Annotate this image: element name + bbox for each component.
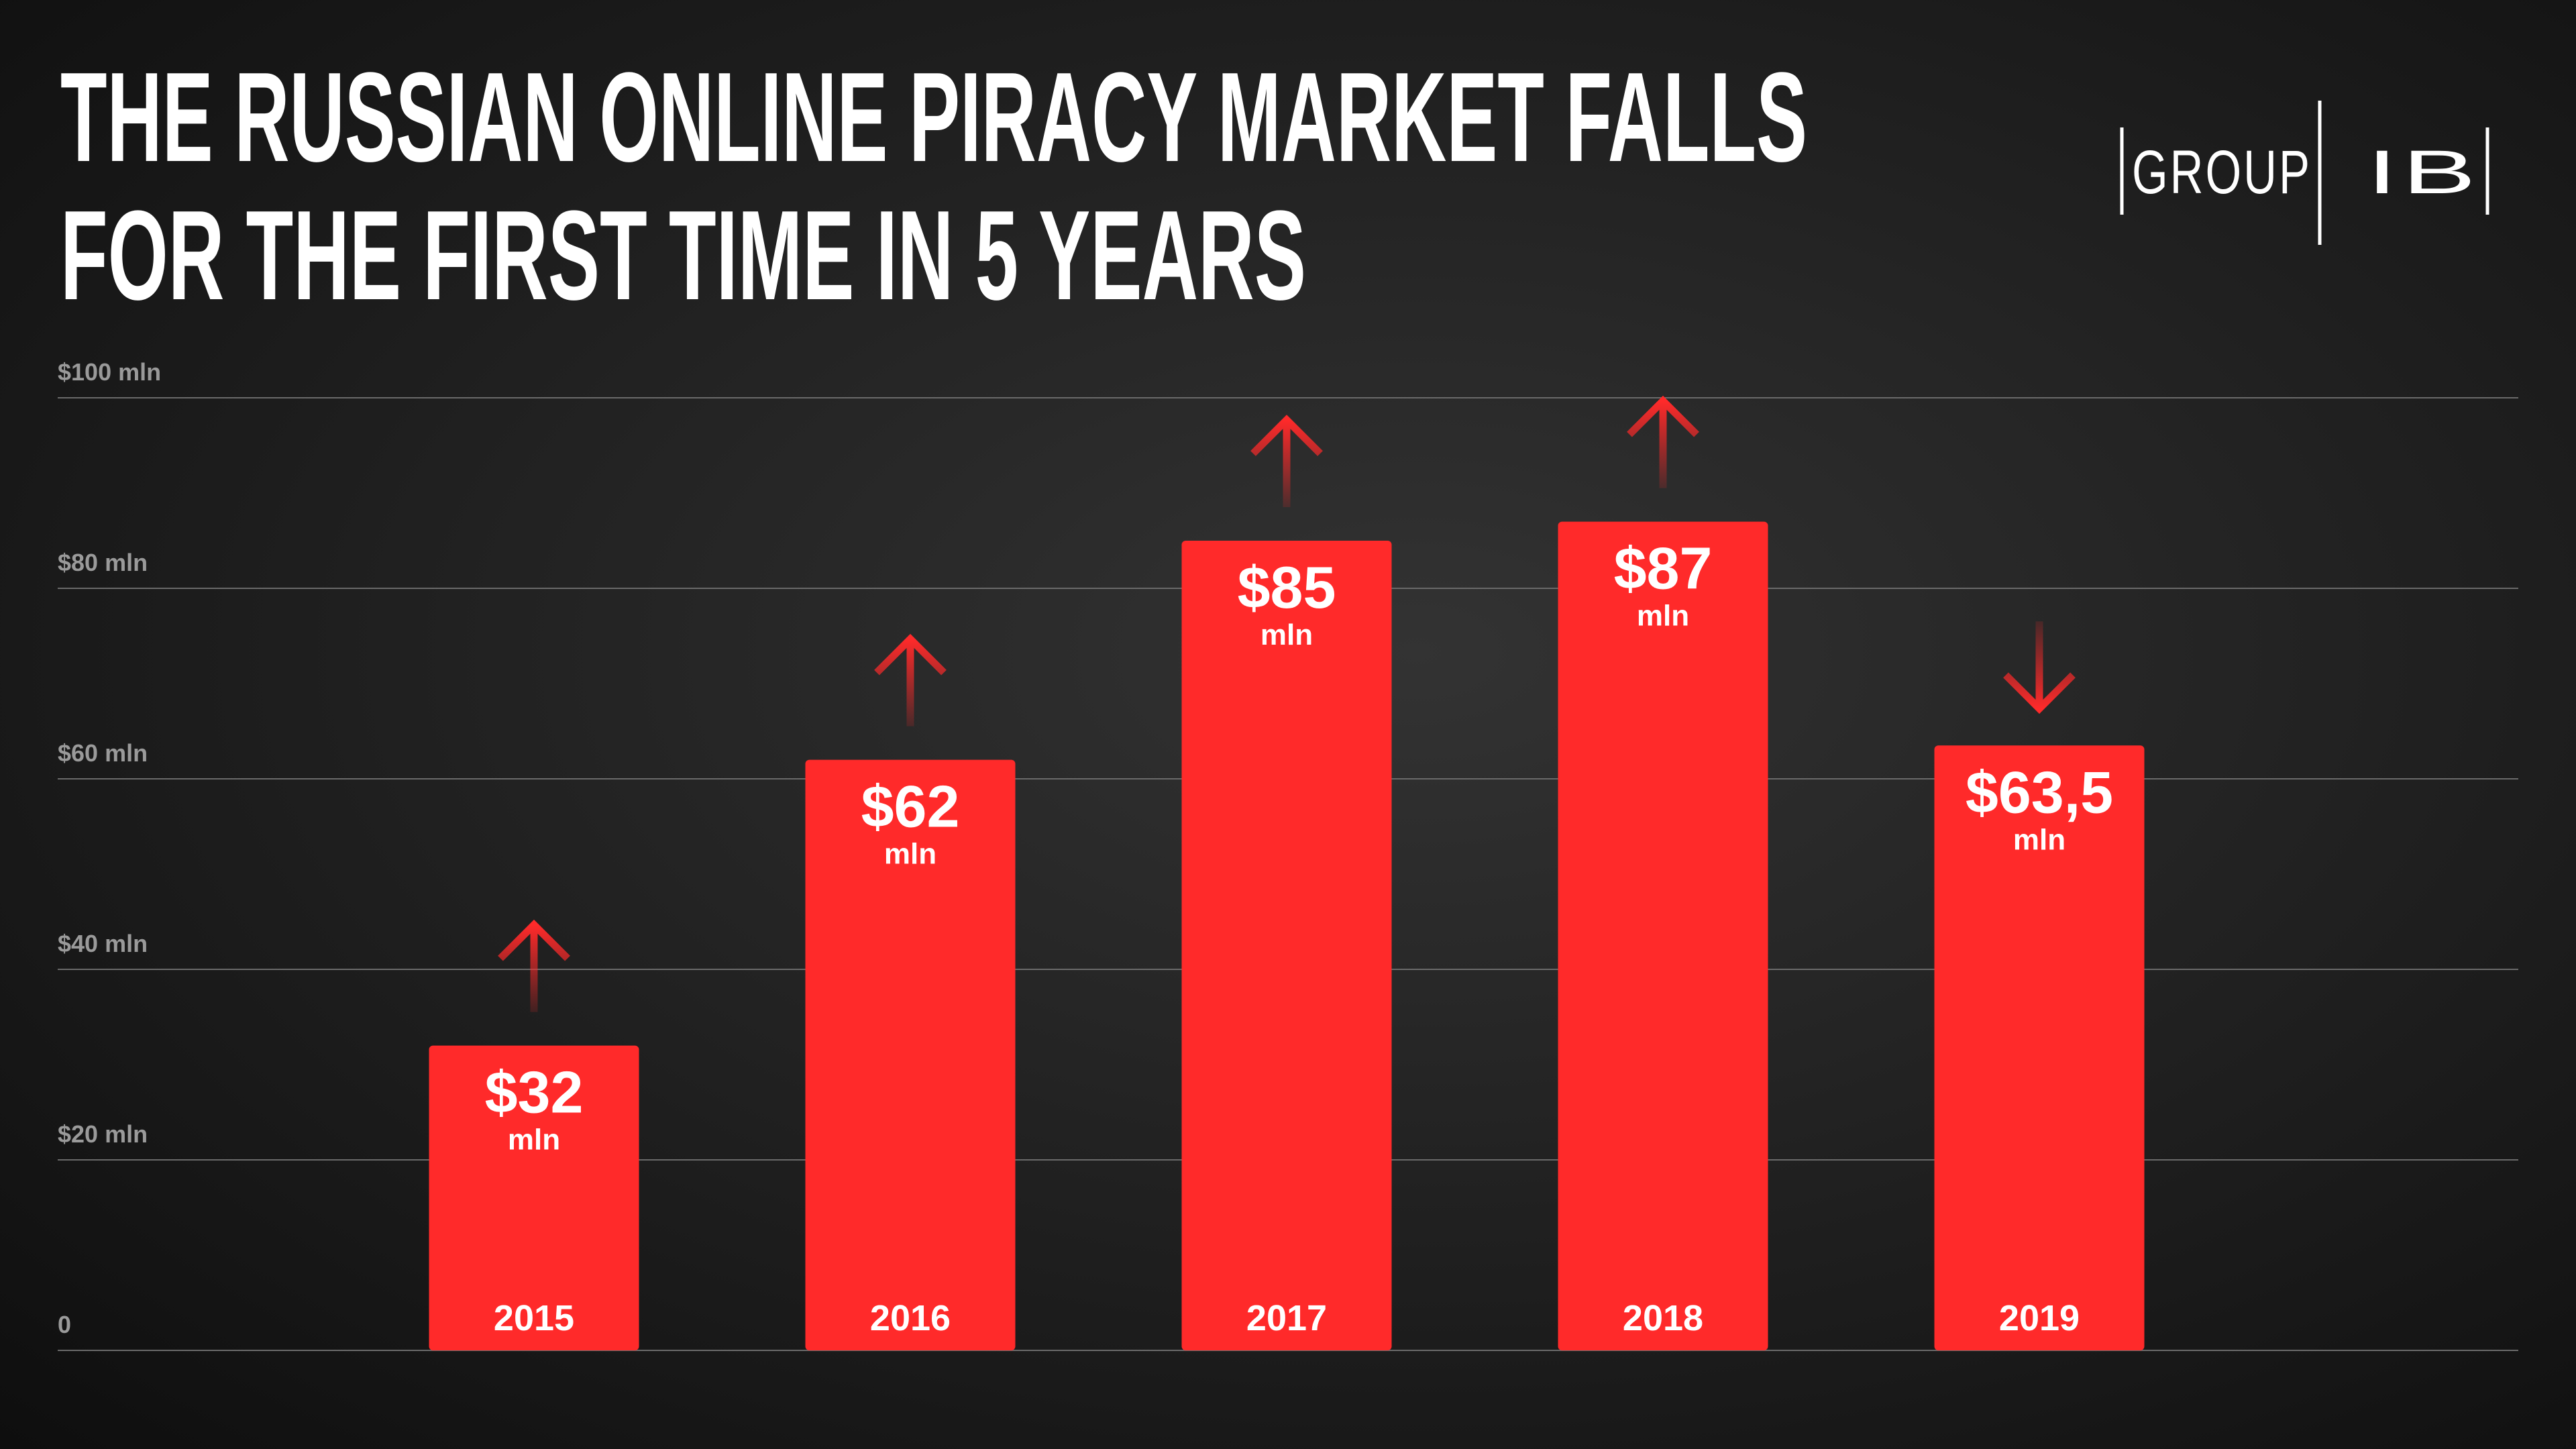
- y-tick-label: $20 mln: [58, 1120, 148, 1148]
- bar: [429, 1045, 639, 1350]
- trend-arrow: [2003, 621, 2076, 714]
- logo-text: GROUP: [2132, 138, 2312, 207]
- x-tick-label: 2018: [1623, 1298, 1703, 1338]
- value-label: $85: [1238, 554, 1336, 621]
- x-tick-label: 2015: [494, 1298, 574, 1338]
- value-unit: mln: [1637, 600, 1689, 633]
- trend-arrow: [874, 633, 947, 727]
- bar: [1181, 541, 1392, 1350]
- value-unit: mln: [1260, 619, 1313, 651]
- chart-title: FOR THE FIRST TIME IN 5 YEARS: [60, 184, 1306, 327]
- value-label: $32: [485, 1059, 584, 1126]
- trend-arrow: [1627, 395, 1699, 488]
- bar: [1558, 521, 1768, 1350]
- value-unit: mln: [884, 838, 936, 871]
- value-label: $63,5: [1966, 759, 2113, 825]
- value-unit: mln: [2013, 823, 2065, 856]
- y-tick-label: $60 mln: [58, 739, 148, 767]
- trend-arrow: [498, 919, 570, 1012]
- y-tick-label: $40 mln: [58, 930, 148, 957]
- trend-arrow: [1250, 415, 1323, 507]
- y-tick-label: $100 mln: [58, 358, 161, 386]
- x-tick-label: 2019: [1999, 1298, 2080, 1338]
- y-tick-label: 0: [58, 1311, 71, 1338]
- logo: [2120, 101, 2489, 245]
- chart-title: THE RUSSIAN ONLINE PIRACY MARKET FALLS: [60, 46, 1807, 189]
- x-tick-label: 2016: [870, 1298, 951, 1338]
- bar: [805, 759, 1016, 1350]
- y-tick-label: $80 mln: [58, 549, 148, 576]
- value-label: $62: [861, 773, 960, 840]
- logo-text: IB: [2367, 138, 2481, 207]
- value-unit: mln: [508, 1124, 560, 1157]
- bar: [1934, 745, 2145, 1350]
- value-label: $87: [1614, 535, 1713, 602]
- x-tick-label: 2017: [1246, 1298, 1327, 1338]
